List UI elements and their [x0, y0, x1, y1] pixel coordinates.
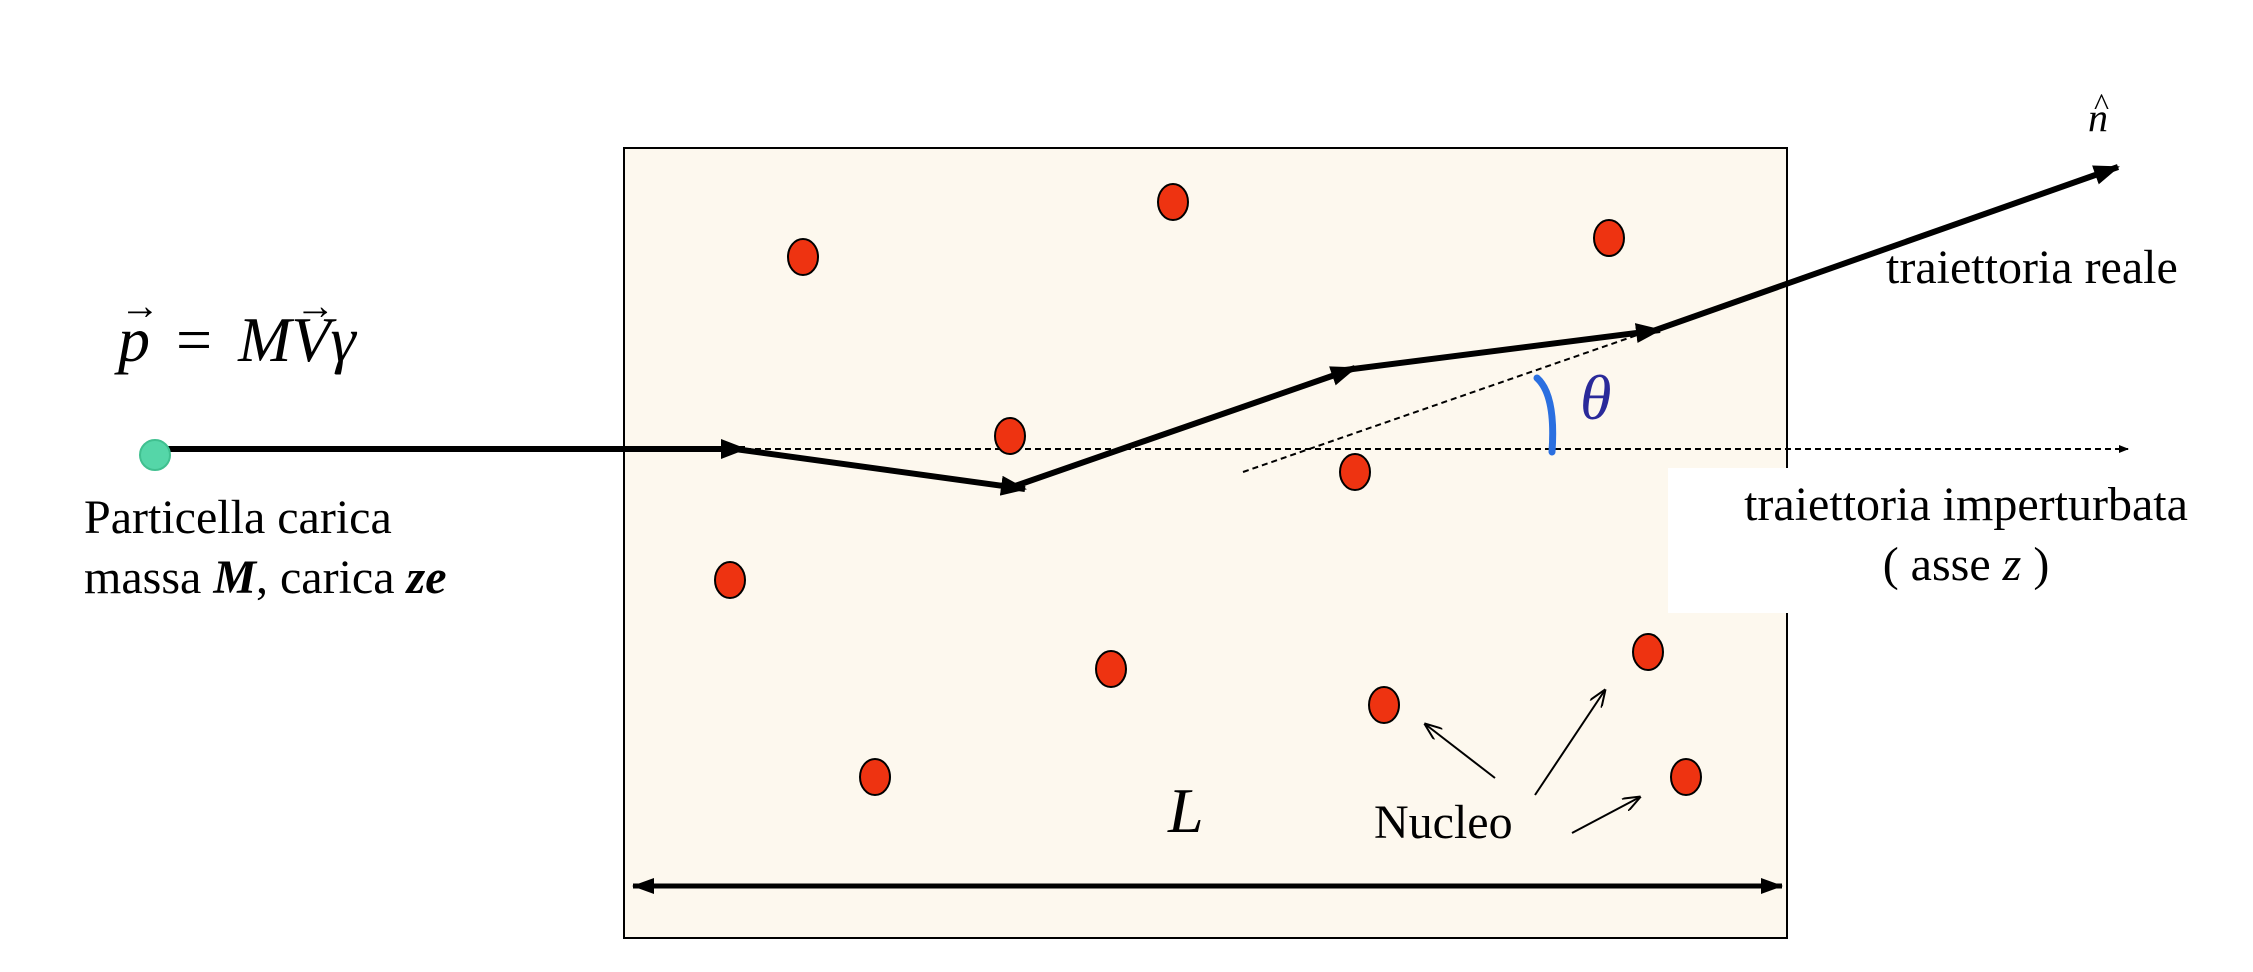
nucleus — [1593, 219, 1625, 257]
gamma-symbol: γ — [330, 304, 356, 375]
momentum-arrow: → — [120, 283, 160, 328]
nucleus — [787, 238, 819, 276]
nucleus — [1632, 633, 1664, 671]
particle-label-line1: Particella carica — [84, 491, 392, 544]
nucleus — [1670, 758, 1702, 796]
unperturbed-label-line2: ( asse z ) — [1882, 538, 2050, 591]
real-trajectory-label: traiettoria reale — [1886, 241, 2178, 294]
path-segment-2 — [1014, 365, 1357, 489]
particle-label: Particella carica massa M, carica ze — [84, 488, 447, 608]
nuclei — [714, 183, 1702, 796]
unperturbed-trajectory-label: traiettoria imperturbata ( asse z ) — [1696, 475, 2236, 595]
nucleus — [1368, 686, 1400, 724]
path-segment-4 — [1649, 164, 2120, 335]
theta-label: θ — [1580, 362, 1612, 433]
hat-mark: ^ — [2094, 86, 2110, 122]
mass-symbol: M — [238, 304, 292, 375]
path-segment-3 — [1344, 323, 1662, 373]
momentum-symbol: p — [118, 304, 150, 375]
equals-sign: = — [176, 304, 213, 375]
nucleus — [859, 758, 891, 796]
path-segment-1 — [734, 446, 1027, 496]
unit-vector-label: n ^ — [2088, 86, 2109, 140]
nucleus — [1157, 183, 1189, 221]
particle-label-line2: massa M, carica ze — [84, 551, 447, 604]
label-background — [1668, 468, 2253, 613]
incident-particle — [139, 439, 171, 471]
nucleus — [1095, 650, 1127, 688]
nucleus — [994, 417, 1026, 455]
nucleus-label: Nucleo — [1374, 796, 1513, 849]
length-label: L — [1168, 775, 1204, 846]
material-slab — [623, 147, 1788, 939]
momentum-formula: → p = M → V γ — [118, 283, 356, 380]
velocity-symbol: V — [291, 304, 331, 375]
nucleus — [1339, 453, 1371, 491]
nucleus-pointer-arrow — [1534, 690, 1605, 796]
angle-arc — [1533, 374, 1557, 456]
nucleus — [714, 561, 746, 599]
unperturbed-label-line1: traiettoria imperturbata — [1744, 478, 2188, 531]
nucleus-pointer-arrow — [1425, 724, 1496, 779]
velocity-arrow: → — [295, 283, 336, 328]
nucleus-pointer-arrow — [1571, 797, 1640, 834]
